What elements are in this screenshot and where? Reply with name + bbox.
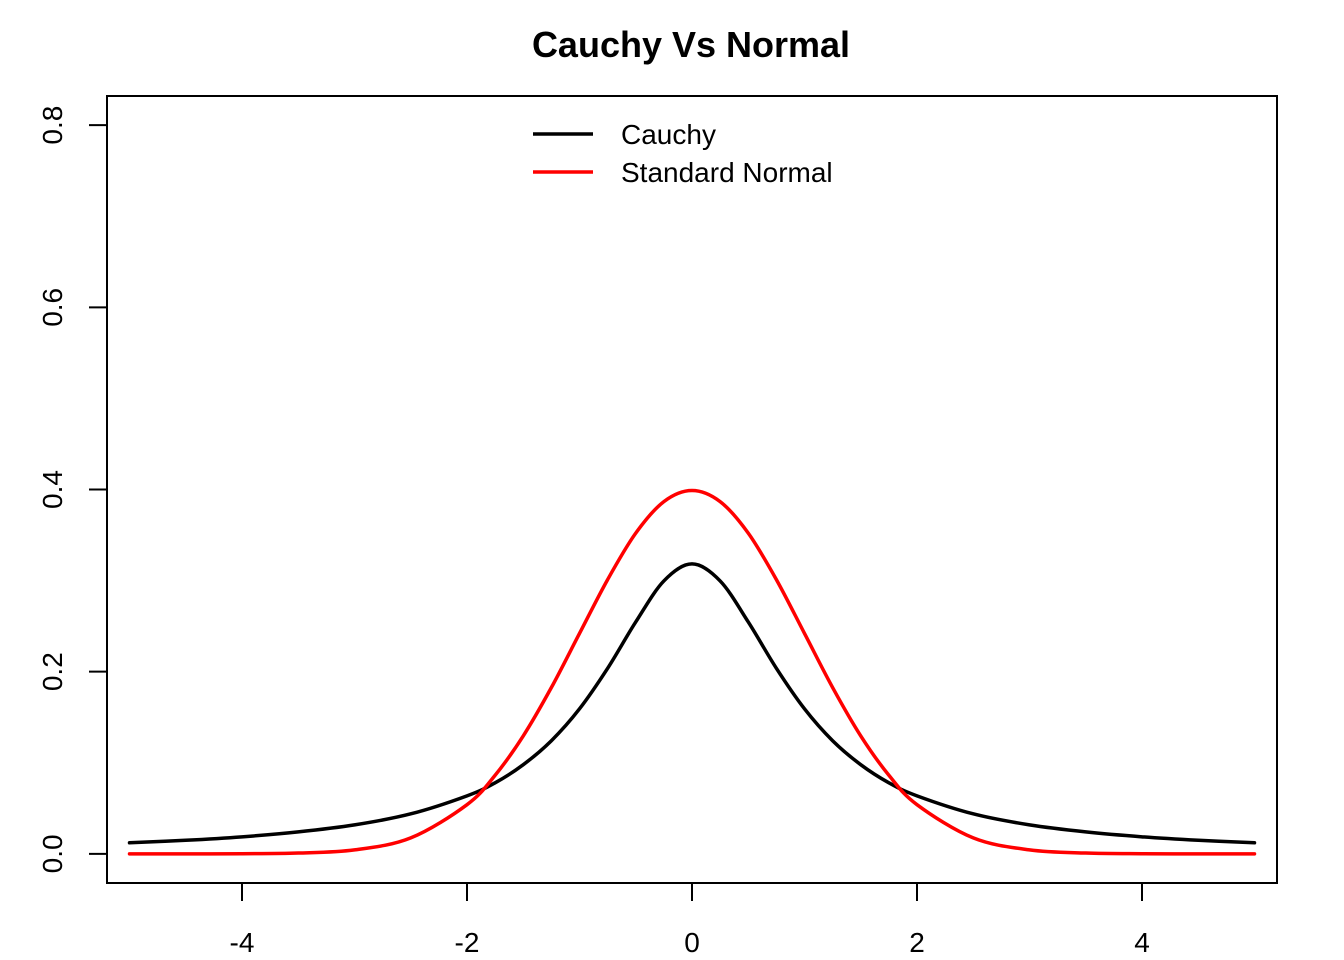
- series-line-cauchy: [127, 562, 1257, 845]
- x-tick-label: -2: [455, 927, 480, 958]
- series-line-standard-normal: [127, 488, 1257, 856]
- x-tick-label: 0: [684, 927, 700, 958]
- y-tick-label: 0.8: [37, 106, 68, 145]
- y-axis: 0.0 0.2 0.4 0.6 0.8: [37, 106, 108, 873]
- y-tick-label: 0.4: [37, 470, 68, 509]
- legend: Cauchy Standard Normal: [533, 119, 833, 188]
- x-axis: -4 -2 0 2 4: [230, 882, 1150, 958]
- legend-label-standard-normal: Standard Normal: [621, 157, 833, 188]
- x-tick-label: 2: [909, 927, 925, 958]
- series-layer: [127, 488, 1257, 856]
- y-tick-label: 0.2: [37, 652, 68, 691]
- x-tick-label: 4: [1134, 927, 1150, 958]
- x-tick-label: -4: [230, 927, 255, 958]
- chart-title: Cauchy Vs Normal: [532, 24, 850, 65]
- y-tick-label: 0.0: [37, 834, 68, 873]
- legend-label-cauchy: Cauchy: [621, 119, 716, 150]
- y-tick-label: 0.6: [37, 288, 68, 327]
